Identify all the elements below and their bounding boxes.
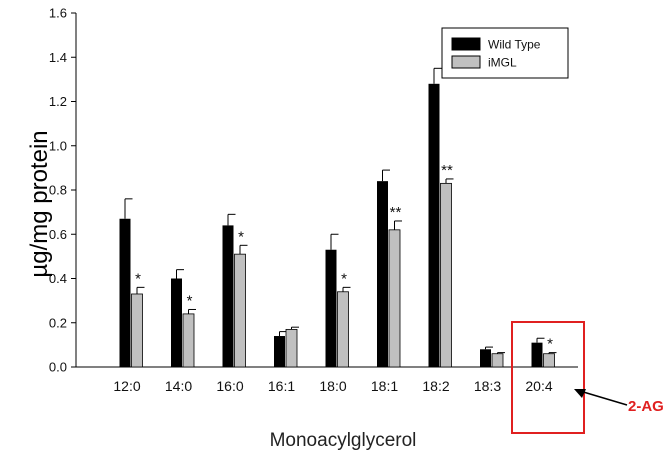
bar-wild-type-18-0 bbox=[325, 249, 337, 367]
y-axis-ticks: 0.0 0.2 0.4 0.6 0.8 1.0 1.2 1.4 1.6 bbox=[49, 6, 76, 375]
bars: ********* bbox=[119, 67, 557, 368]
y-tick-label: 0.0 bbox=[49, 360, 67, 375]
bar-wild-type-16-0 bbox=[222, 225, 234, 367]
bar-imgl-16-0 bbox=[234, 253, 246, 368]
bar-imgl-18-1 bbox=[388, 229, 401, 368]
y-tick-label: 1.2 bbox=[49, 94, 67, 109]
bar-wild-type-16-1 bbox=[274, 336, 285, 367]
legend-swatch-wild-type bbox=[451, 37, 481, 51]
significance-marker: * bbox=[547, 336, 553, 353]
legend-label-imgl: iMGL bbox=[488, 56, 517, 70]
y-tick-label: 1.0 bbox=[49, 138, 67, 153]
x-tick-label: 18:0 bbox=[319, 378, 346, 394]
x-tick-label: 14:0 bbox=[165, 378, 192, 394]
legend-box bbox=[441, 27, 569, 79]
callout-box bbox=[511, 321, 585, 434]
x-tick-label: 18:3 bbox=[474, 378, 501, 394]
bar-imgl-12-0 bbox=[131, 293, 143, 368]
callout-label: 2-AG bbox=[628, 398, 664, 415]
bar-imgl-14-0 bbox=[182, 313, 195, 368]
significance-marker: * bbox=[341, 270, 347, 287]
bar-wild-type-20-4 bbox=[531, 342, 543, 367]
x-tick-label: 20:4 bbox=[525, 378, 552, 394]
x-tick-label: 16:0 bbox=[216, 378, 243, 394]
y-tick-label: 1.6 bbox=[49, 6, 67, 21]
y-tick-label: 0.2 bbox=[49, 315, 67, 330]
bar-wild-type-14-0 bbox=[171, 278, 182, 367]
x-tick-label: 18:2 bbox=[422, 378, 449, 394]
bar-wild-type-18-1 bbox=[377, 181, 388, 367]
significance-marker: * bbox=[187, 292, 193, 309]
x-tick-label: 18:1 bbox=[371, 378, 398, 394]
y-axis-label: µg/mg protein bbox=[26, 130, 53, 277]
significance-marker: ** bbox=[441, 162, 453, 179]
y-tick-label: 0.8 bbox=[49, 183, 67, 198]
legend-swatch-imgl bbox=[451, 55, 481, 69]
legend: Wild Type iMGL bbox=[441, 27, 569, 79]
bar-wild-type-18-3 bbox=[480, 349, 491, 367]
legend-label-wild-type: Wild Type bbox=[488, 38, 541, 52]
bar-imgl-18-2 bbox=[440, 182, 452, 368]
x-axis-label: Monoacylglycerol bbox=[270, 430, 417, 451]
bar-imgl-16-1 bbox=[285, 328, 298, 368]
x-tick-label: 16:1 bbox=[268, 378, 295, 394]
significance-marker: * bbox=[238, 228, 244, 245]
callout-annotation: 2-AG bbox=[511, 321, 664, 434]
bar-wild-type-12-0 bbox=[119, 218, 131, 367]
bar-imgl-18-0 bbox=[337, 291, 349, 368]
bar-wild-type-18-2 bbox=[428, 83, 440, 368]
callout-arrow-head bbox=[574, 389, 586, 398]
significance-marker: ** bbox=[390, 204, 402, 221]
significance-marker: * bbox=[135, 270, 141, 287]
callout-arrow-line bbox=[579, 390, 628, 406]
bar-imgl-18-3 bbox=[491, 353, 504, 368]
y-tick-label: 0.4 bbox=[49, 271, 67, 286]
x-axis-ticks: 12:0 14:0 16:0 16:1 18:0 18:1 18:2 18:3 20:4 bbox=[113, 378, 552, 394]
y-tick-label: 1.4 bbox=[49, 50, 67, 65]
bar-imgl-20-4 bbox=[543, 353, 555, 368]
x-tick-label: 12:0 bbox=[113, 378, 140, 394]
y-tick-label: 0.6 bbox=[49, 227, 67, 242]
